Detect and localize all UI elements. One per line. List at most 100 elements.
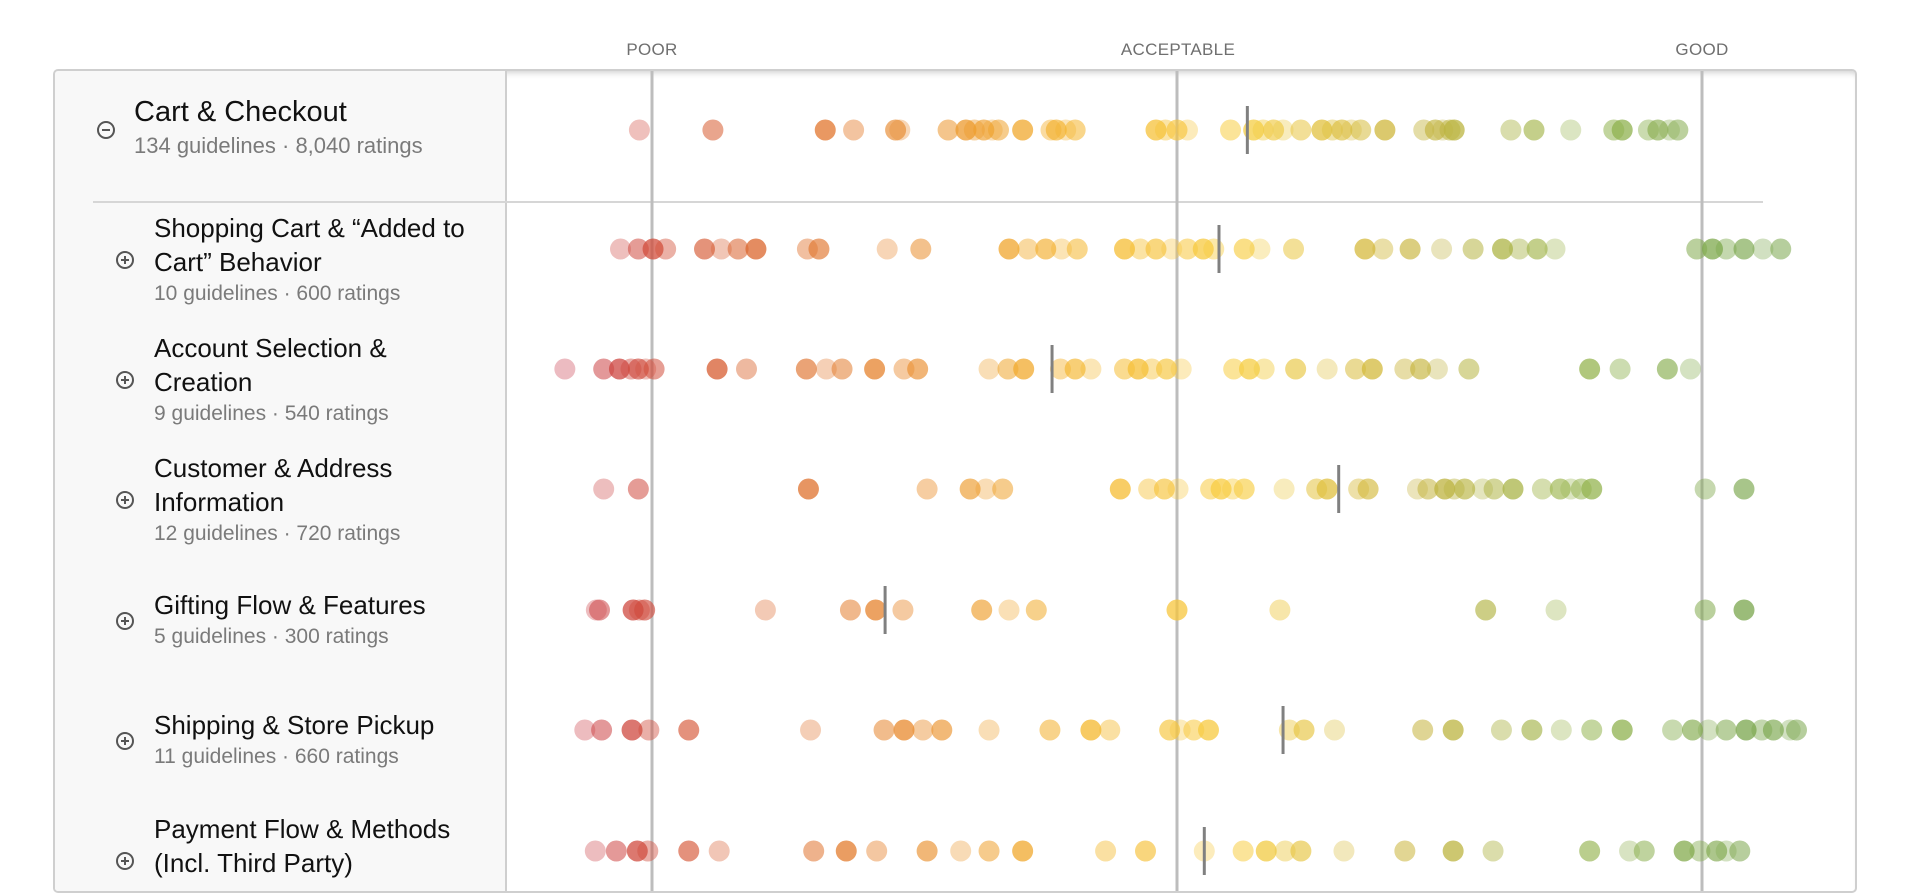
row-0-rating-dot — [1354, 238, 1376, 260]
row-3-rating-dot — [971, 599, 993, 621]
row-0-rating-dot — [1233, 238, 1255, 260]
row-0-rating-dot — [1702, 238, 1723, 260]
row-2-rating-dot — [1417, 478, 1439, 500]
row-0-rating-dot — [1526, 238, 1548, 260]
group-rating-dot — [1560, 119, 1582, 141]
row-4-rating-dot — [621, 719, 643, 741]
row-2-rating-dot — [1233, 478, 1255, 500]
row-0-rating-dot — [627, 238, 649, 260]
row-0-rating-dot — [1431, 238, 1453, 260]
group-rating-dot — [814, 119, 836, 141]
row-4-rating-dot — [638, 719, 660, 741]
row-0-rating-dot — [1752, 238, 1774, 260]
row-4-rating-dot — [1080, 719, 1102, 741]
group-rating-dot — [1350, 119, 1372, 141]
group-rating-dot — [1064, 119, 1086, 141]
row-0-rating-dot — [1715, 238, 1737, 260]
row-2-rating-dot — [1581, 478, 1603, 500]
row-0-rating-dot — [1372, 238, 1394, 260]
row-3-rating-dot — [1475, 599, 1497, 621]
row-1-rating-dot — [1223, 358, 1245, 380]
row-3-rating-dot — [1166, 599, 1188, 621]
row-4-rating-dot — [893, 719, 915, 741]
row-1-rating-dot — [1426, 358, 1448, 380]
row-1-rating-dot — [1316, 358, 1338, 380]
row-0-rating-dot — [1161, 238, 1183, 260]
collapse-icon[interactable] — [97, 121, 115, 139]
row-2-rating-dot — [1483, 478, 1505, 500]
row-3-rating-dot — [865, 599, 887, 621]
row-4-rating-dot — [574, 719, 596, 741]
row-0-rating-dot — [1017, 238, 1039, 260]
row-1-rating-dot — [997, 358, 1019, 380]
row-1-rating-dot — [795, 358, 817, 380]
row-4-rating-dot — [978, 719, 1000, 741]
row-0-rating-dot — [876, 238, 898, 260]
row-1-rating-dot — [1361, 358, 1383, 380]
row-5-rating-dot — [1232, 840, 1254, 862]
row-4-rating-dot — [1550, 719, 1572, 741]
row-1-rating-dot — [1064, 358, 1086, 380]
row-4-rating-dot — [1521, 719, 1543, 741]
row-4-rating-dot — [1611, 719, 1633, 741]
row-0-rating-dot — [1686, 238, 1708, 260]
row-5-rating-dot — [1255, 840, 1277, 862]
group-rating-dot — [628, 119, 650, 141]
row-0-rating-dot — [655, 238, 677, 260]
row-2-rating-dot — [1210, 478, 1232, 500]
row-title: Gifting Flow & Features — [154, 590, 426, 620]
row-5-rating-dot — [626, 840, 648, 862]
row-1-rating-dot — [1410, 358, 1432, 380]
row-4-rating-dot — [1198, 719, 1219, 741]
row-1-rating-dot — [907, 358, 929, 380]
row-5-rating-dot — [1729, 840, 1751, 862]
row-4-rating-dot — [1412, 719, 1434, 741]
row-0-rating-dot — [1544, 238, 1566, 260]
row-1-rating-dot — [1013, 358, 1035, 380]
expand-icon[interactable] — [116, 732, 134, 750]
row-5-rating-dot — [1619, 840, 1641, 862]
row-1-rating-dot — [1253, 358, 1275, 380]
expand-icon[interactable] — [116, 251, 134, 269]
row-3-rating-dot — [1545, 599, 1567, 621]
row-5-rating-dot — [1442, 840, 1464, 862]
row-4-rating-dot — [1324, 719, 1345, 741]
row-1-rating-dot — [1156, 358, 1177, 380]
expand-icon[interactable] — [116, 612, 134, 630]
row-2-rating-dot — [1153, 478, 1175, 500]
row-5-rating-dot — [584, 840, 606, 862]
row-1-rating-dot — [1080, 358, 1102, 380]
row-5-rating-dot — [1095, 840, 1117, 862]
group-rating-dot — [1272, 119, 1294, 141]
group-rating-dot — [1290, 119, 1312, 141]
row-0-rating-dot — [642, 238, 664, 260]
row-1-rating-dot — [736, 358, 757, 380]
row-0-rating-dot — [727, 238, 749, 260]
row-5-rating-dot — [1673, 840, 1695, 862]
row-2-rating-dot — [1434, 478, 1456, 500]
row-0-rating-dot — [998, 238, 1020, 260]
row-0-rating-dot — [1733, 238, 1755, 260]
expand-icon[interactable] — [116, 371, 134, 389]
row-4-rating-dot — [1581, 719, 1603, 741]
row-2-rating-dot — [1454, 478, 1476, 500]
axis-label-poor: POOR — [626, 40, 678, 59]
row-1-rating-dot — [643, 358, 665, 380]
group-rating-dot — [973, 119, 995, 141]
group-rating-dot — [1443, 119, 1465, 141]
row-4-rating-dot — [912, 719, 934, 741]
group-rating-dot — [889, 119, 911, 141]
expand-icon[interactable] — [116, 491, 134, 509]
row-0-rating-dot — [1249, 238, 1271, 260]
group-rating-dot — [1012, 119, 1034, 141]
row-2-rating-dot — [1167, 478, 1189, 500]
row-2-rating-dot — [627, 478, 649, 500]
row-0-rating-dot — [1066, 238, 1088, 260]
row-2-rating-dot — [992, 478, 1014, 500]
group-rating-dot — [1611, 119, 1633, 141]
row-subtitle: 5 guidelines · 300 ratings — [154, 625, 389, 648]
row-2-rating-dot — [1502, 478, 1524, 500]
row-4-rating-dot — [1490, 719, 1512, 741]
group-rating-dot — [1166, 119, 1188, 141]
row-5-rating-dot — [1579, 840, 1601, 862]
